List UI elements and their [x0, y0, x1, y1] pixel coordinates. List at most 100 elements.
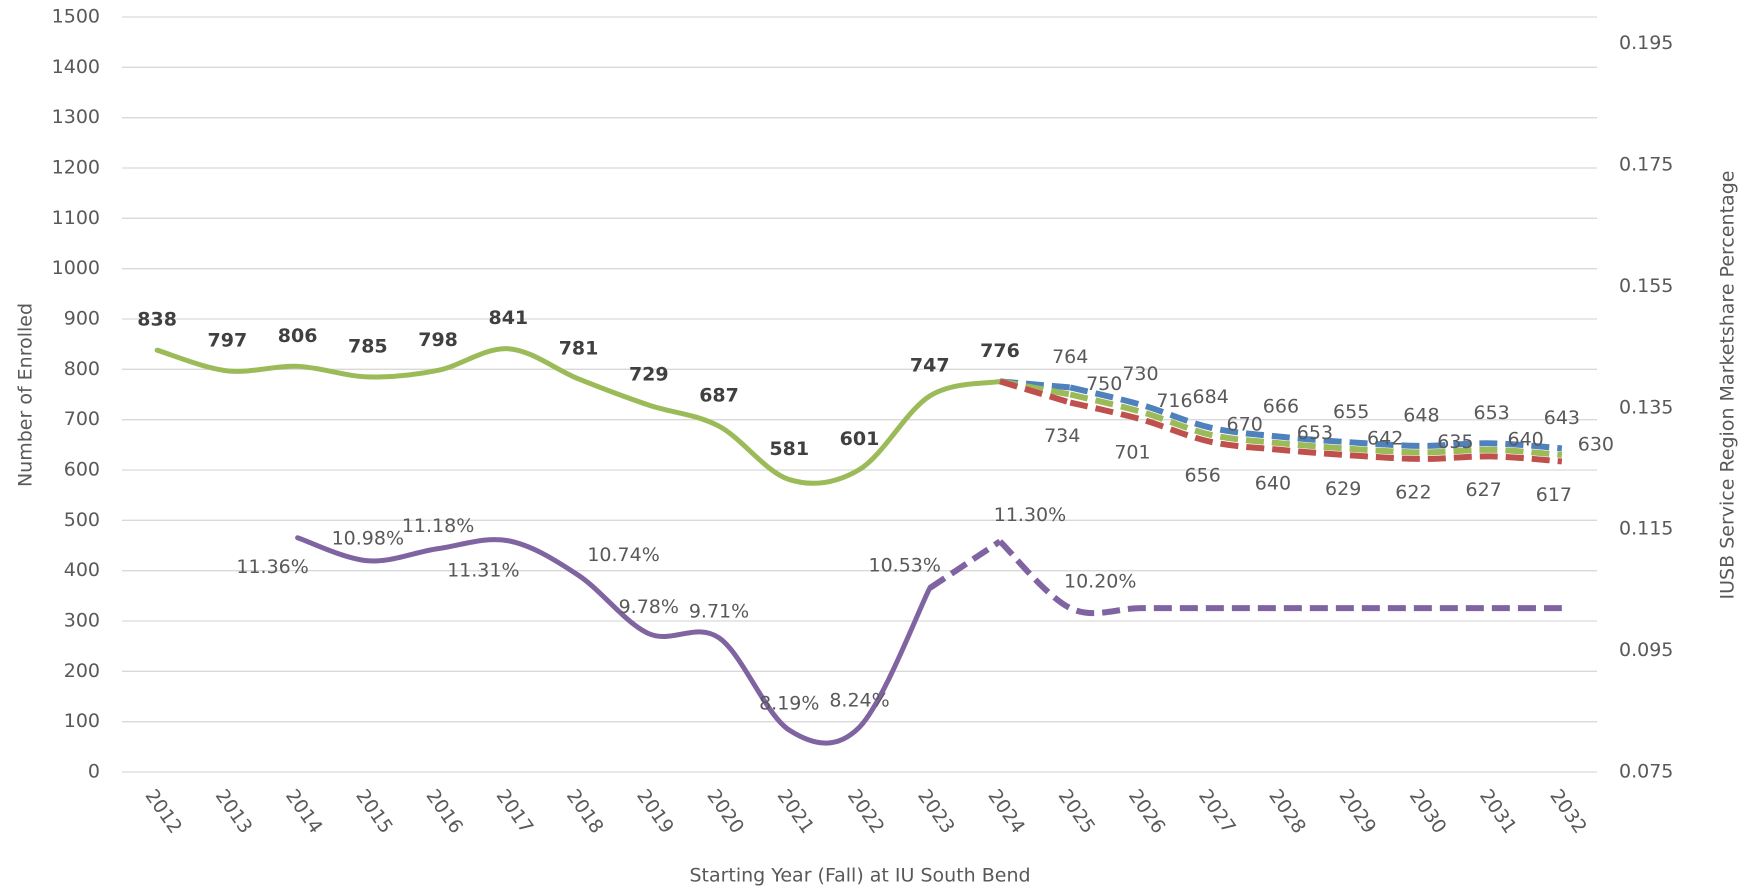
data-label: 640: [1255, 472, 1291, 494]
data-label: 622: [1395, 481, 1431, 503]
connector: [999, 378, 1072, 406]
data-label: 734: [1044, 425, 1080, 447]
y-tick-label: 200: [64, 660, 100, 682]
x-tick-label: 2024: [983, 785, 1029, 837]
data-label: 653: [1474, 402, 1510, 424]
data-label: 666: [1263, 395, 1299, 417]
data-label: 797: [208, 329, 248, 351]
data-label: 581: [769, 438, 809, 460]
data-label: 781: [559, 337, 599, 359]
data-label: 11.30%: [994, 504, 1066, 526]
x-tick-label: 2021: [773, 785, 819, 837]
y-tick-label: 0: [88, 761, 100, 783]
y-tick-label: 1400: [52, 56, 100, 78]
data-label: 640: [1508, 428, 1544, 450]
y-tick-label: 100: [64, 710, 100, 732]
data-label: 785: [348, 335, 388, 357]
y-tick-label: 1100: [52, 207, 100, 229]
y-tick-label: 1200: [52, 157, 100, 179]
data-label: 629: [1325, 478, 1361, 500]
data-label: 653: [1297, 422, 1333, 444]
series-line: [1069, 391, 1563, 458]
data-label: 701: [1114, 442, 1150, 464]
series-line: [1069, 384, 1563, 452]
x-tick-label: 2015: [351, 785, 397, 837]
x-tick-label: 2026: [1124, 785, 1170, 837]
y-tick-label: 1500: [52, 6, 100, 28]
data-label: 798: [418, 329, 458, 351]
data-label: 655: [1333, 401, 1369, 423]
data-label: 617: [1536, 484, 1572, 506]
x-tick-label: 2012: [141, 785, 187, 837]
y2-tick-label: 0.155: [1619, 275, 1673, 297]
y2-tick-label: 0.135: [1619, 396, 1673, 418]
data-label: 635: [1437, 431, 1473, 453]
y2-tick-label: 0.115: [1619, 518, 1673, 540]
data-label: 10.74%: [587, 544, 659, 566]
x-tick-label: 2022: [843, 785, 889, 837]
x-tick-label: 2030: [1405, 785, 1451, 837]
x-tick-label: 2027: [1194, 785, 1240, 837]
data-label: 10.98%: [332, 527, 404, 549]
data-label: 10.20%: [1064, 571, 1136, 593]
x-tick-label: 2017: [492, 785, 538, 837]
y2-tick-label: 0.075: [1619, 761, 1673, 783]
series-line: [1069, 399, 1563, 465]
data-label: 806: [278, 325, 318, 347]
x-tick-label: 2014: [281, 785, 327, 837]
data-label: 648: [1403, 404, 1439, 426]
series-line: [154, 346, 1003, 486]
y-tick-label: 1000: [52, 257, 100, 279]
data-label: 656: [1185, 464, 1221, 486]
x-tick-label: 2020: [702, 785, 748, 837]
x-tick-label: 2018: [562, 785, 608, 837]
x-axis-title: Starting Year (Fall) at IU South Bend: [689, 865, 1030, 887]
data-label: 11.31%: [447, 559, 519, 581]
data-label: 9.78%: [619, 596, 679, 618]
data-label: 643: [1544, 407, 1580, 429]
y-tick-label: 400: [64, 559, 100, 581]
data-label: 687: [699, 385, 739, 407]
data-label: 630: [1578, 433, 1614, 455]
y2-tick-label: 0.095: [1619, 639, 1673, 661]
y-axis-title: Number of Enrolled: [15, 303, 37, 487]
data-label: 670: [1227, 413, 1263, 435]
y-tick-label: 900: [64, 308, 100, 330]
data-label: 11.36%: [236, 556, 308, 578]
x-tick-label: 2019: [632, 785, 678, 837]
data-label: 750: [1086, 373, 1122, 395]
x-tick-label: 2025: [1054, 785, 1100, 837]
data-label: 601: [840, 428, 880, 450]
data-label: 716: [1156, 390, 1192, 412]
x-tick-label: 2029: [1335, 785, 1381, 837]
x-tick-label: 2023: [913, 785, 959, 837]
data-label: 684: [1193, 386, 1229, 408]
data-label: 8.24%: [829, 690, 889, 712]
data-label: 776: [980, 340, 1020, 362]
data-label: 11.18%: [402, 515, 474, 537]
data-label: 841: [488, 307, 528, 329]
data-label: 8.19%: [759, 693, 819, 715]
x-tick-label: 2032: [1545, 785, 1591, 837]
y-tick-label: 700: [64, 408, 100, 430]
y2-tick-label: 0.175: [1619, 154, 1673, 176]
data-label: 10.53%: [869, 555, 941, 577]
y2-tick-label: 0.195: [1619, 32, 1673, 54]
x-tick-label: 2031: [1475, 785, 1521, 837]
data-label: 764: [1052, 346, 1088, 368]
data-label: 730: [1122, 363, 1158, 385]
data-label: 747: [910, 355, 950, 377]
x-tick-label: 2028: [1264, 785, 1310, 837]
data-label: 729: [629, 364, 669, 386]
data-label: 838: [137, 309, 177, 331]
data-label: 9.71%: [689, 600, 749, 622]
series-line: [997, 539, 1562, 617]
y-tick-label: 1300: [52, 106, 100, 128]
data-label: 642: [1367, 427, 1403, 449]
series-line: [295, 535, 933, 746]
y-tick-label: 600: [64, 459, 100, 481]
y-tick-label: 300: [64, 610, 100, 632]
x-tick-label: 2013: [211, 785, 257, 837]
x-tick-label: 2016: [421, 785, 467, 837]
